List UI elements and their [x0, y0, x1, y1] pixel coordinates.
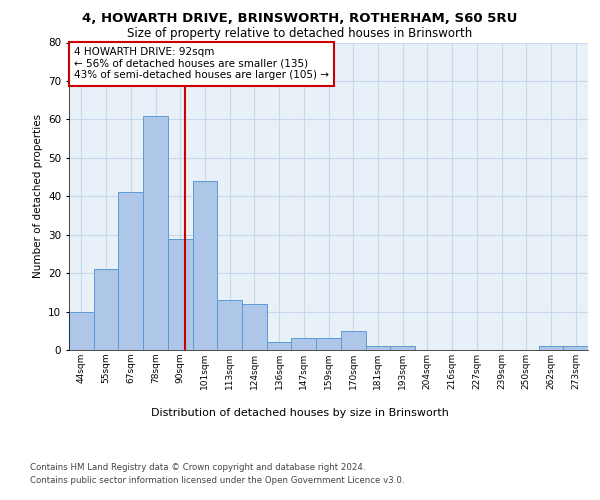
Bar: [94, 270, 118, 350]
Bar: [292, 338, 316, 350]
Bar: [267, 342, 292, 350]
Text: Distribution of detached houses by size in Brinsworth: Distribution of detached houses by size …: [151, 408, 449, 418]
Bar: [316, 338, 341, 350]
Bar: [168, 238, 193, 350]
Bar: [118, 192, 143, 350]
Bar: [539, 346, 563, 350]
Bar: [390, 346, 415, 350]
Bar: [563, 346, 588, 350]
Y-axis label: Number of detached properties: Number of detached properties: [32, 114, 43, 278]
Bar: [143, 116, 168, 350]
Text: Contains HM Land Registry data © Crown copyright and database right 2024.: Contains HM Land Registry data © Crown c…: [30, 462, 365, 471]
Text: 4 HOWARTH DRIVE: 92sqm
← 56% of detached houses are smaller (135)
43% of semi-de: 4 HOWARTH DRIVE: 92sqm ← 56% of detached…: [74, 47, 329, 80]
Bar: [242, 304, 267, 350]
Bar: [341, 331, 365, 350]
Text: Size of property relative to detached houses in Brinsworth: Size of property relative to detached ho…: [127, 28, 473, 40]
Bar: [193, 181, 217, 350]
Bar: [365, 346, 390, 350]
Text: Contains public sector information licensed under the Open Government Licence v3: Contains public sector information licen…: [30, 476, 404, 485]
Bar: [69, 312, 94, 350]
Text: 4, HOWARTH DRIVE, BRINSWORTH, ROTHERHAM, S60 5RU: 4, HOWARTH DRIVE, BRINSWORTH, ROTHERHAM,…: [82, 12, 518, 26]
Bar: [217, 300, 242, 350]
